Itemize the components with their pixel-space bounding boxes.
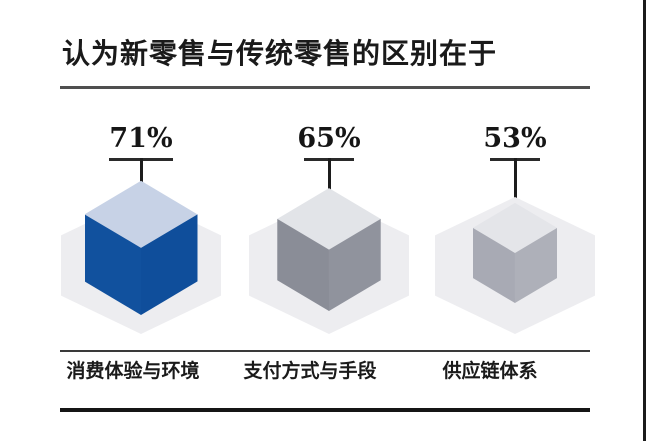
cube-group: 71% (61, 118, 221, 340)
chart-title: 认为新零售与传统零售的区别在于 (62, 38, 498, 69)
isometric-cube (84, 180, 198, 315)
cube-group: 53% (435, 118, 595, 340)
percentage-label: 53% (483, 123, 547, 154)
title-underline (60, 86, 590, 89)
callout-stem (513, 158, 517, 204)
callout-stem (327, 158, 331, 204)
isometric-cube (472, 202, 558, 304)
percentage-label: 71% (109, 123, 173, 154)
percentage-label: 65% (297, 123, 361, 154)
footer-rule-bottom (60, 408, 590, 412)
isometric-cube (277, 188, 381, 311)
category-label: 供应链体系 (442, 361, 538, 382)
category-label: 支付方式与手段 (243, 361, 377, 382)
cube-group: 65% (249, 118, 409, 340)
page-right-border (643, 0, 646, 441)
category-label: 消费体验与环境 (66, 361, 200, 382)
footer-rule-top (60, 350, 590, 352)
